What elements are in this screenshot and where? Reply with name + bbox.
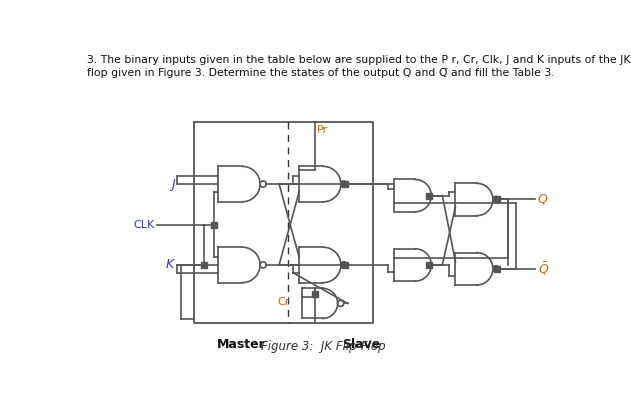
- Text: Q: Q: [538, 193, 548, 206]
- Text: Master: Master: [217, 338, 266, 351]
- Text: flop given in Figure 3. Determine the states of the output Q and Q̅ and fill the: flop given in Figure 3. Determine the st…: [86, 68, 554, 78]
- Text: Cr: Cr: [278, 297, 290, 307]
- Text: Figure 3:  JK Flip-Flop: Figure 3: JK Flip-Flop: [261, 340, 386, 353]
- Text: J: J: [170, 178, 174, 191]
- Text: 3. The binary inputs given in the table below are supplied to the P r, Cr, Clk, : 3. The binary inputs given in the table …: [86, 55, 631, 65]
- Text: Pr: Pr: [317, 125, 328, 135]
- Text: CLK: CLK: [133, 220, 155, 230]
- Text: Slave: Slave: [343, 338, 380, 351]
- Text: $\bar{Q}$: $\bar{Q}$: [538, 261, 549, 277]
- Text: K: K: [166, 259, 174, 271]
